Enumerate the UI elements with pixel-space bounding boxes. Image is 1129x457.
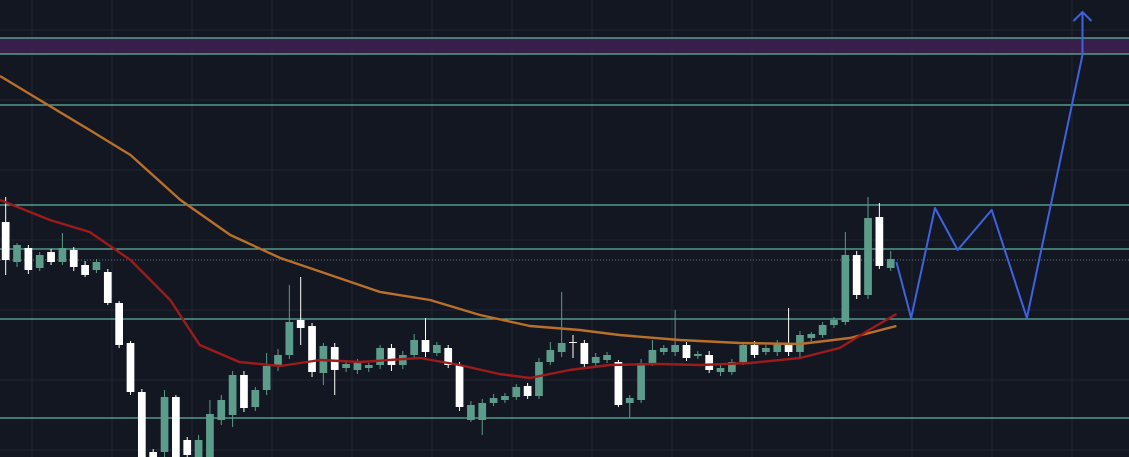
candle-body	[58, 248, 67, 262]
candle-body	[217, 400, 226, 420]
candle-body	[103, 272, 112, 303]
candle-body	[353, 362, 362, 370]
candle-body	[137, 392, 146, 457]
candle-body	[705, 355, 714, 370]
candle-body	[512, 387, 521, 397]
candle-body	[773, 343, 782, 352]
candle-body	[1, 222, 10, 260]
candle-body	[648, 350, 657, 363]
candle-body	[614, 362, 623, 405]
candle-body	[421, 340, 430, 352]
candle-body	[682, 345, 691, 358]
candle-body	[784, 343, 793, 352]
candle-body	[501, 396, 509, 400]
candle-body	[126, 343, 135, 392]
zone	[0, 38, 1129, 54]
candle-body	[728, 362, 736, 372]
candle-body	[886, 259, 895, 268]
candle-body	[841, 255, 850, 322]
candle-body	[24, 248, 33, 270]
candle-body	[716, 368, 725, 372]
candle-body	[262, 366, 271, 390]
candle-body	[342, 364, 350, 368]
candle-body	[160, 397, 169, 452]
candle-body	[852, 255, 861, 295]
candle-body	[467, 405, 475, 420]
candle-body	[478, 403, 487, 420]
candle-body	[35, 255, 44, 268]
candle-body	[625, 398, 634, 403]
candle-body	[693, 354, 702, 356]
candle-body	[285, 322, 294, 355]
candle-body	[432, 345, 441, 353]
projection-arrowhead	[1072, 10, 1093, 22]
candle-body	[762, 348, 770, 352]
candle-body	[364, 365, 373, 368]
candle-body	[69, 250, 78, 267]
candle-body	[194, 440, 203, 457]
candle-body	[557, 343, 566, 352]
candle-body	[115, 303, 123, 345]
projection-line	[895, 12, 1084, 319]
candle-body	[591, 357, 600, 363]
candle-body	[569, 342, 577, 343]
candle-body	[172, 397, 180, 457]
moving-average	[0, 198, 897, 380]
candle-body	[92, 262, 101, 270]
candle-body	[603, 355, 611, 360]
candle-body	[444, 348, 453, 365]
candle-body	[523, 386, 532, 396]
candle-body	[535, 362, 543, 396]
candle-body	[750, 345, 759, 355]
candle-body	[13, 245, 21, 262]
candle-body	[580, 343, 589, 364]
candle-body	[296, 320, 305, 328]
candle-body	[81, 265, 89, 275]
candle-body	[206, 414, 214, 457]
candle-body	[376, 348, 384, 365]
candle-body	[240, 375, 248, 408]
candle-body	[149, 452, 158, 457]
candle-body	[274, 355, 282, 366]
candle-body	[818, 325, 827, 335]
candle-body	[47, 252, 55, 262]
candle-body	[251, 390, 260, 407]
candle-body	[387, 348, 396, 365]
candle-body	[830, 320, 838, 325]
candle-body	[807, 334, 816, 338]
candle-body	[489, 398, 498, 403]
candle-body	[228, 375, 237, 415]
candle-body	[330, 347, 339, 370]
candle-body	[671, 345, 679, 352]
candle-body	[637, 363, 645, 400]
candle-body	[739, 345, 748, 362]
candle-body	[864, 218, 872, 295]
moving-average	[0, 74, 897, 346]
candle-body	[183, 440, 192, 455]
candle-body	[410, 340, 419, 355]
candle-body	[308, 326, 316, 372]
candle-body	[659, 348, 668, 352]
candle-body	[455, 365, 464, 407]
candle-body	[546, 350, 555, 362]
candle-body	[875, 217, 884, 266]
